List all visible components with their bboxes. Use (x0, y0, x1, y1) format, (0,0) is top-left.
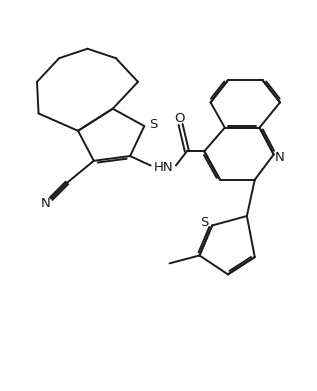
Text: S: S (149, 118, 157, 131)
Text: N: N (275, 151, 284, 164)
Text: S: S (200, 216, 209, 229)
Text: HN: HN (153, 161, 173, 174)
Text: N: N (41, 197, 50, 210)
Text: O: O (174, 112, 184, 125)
